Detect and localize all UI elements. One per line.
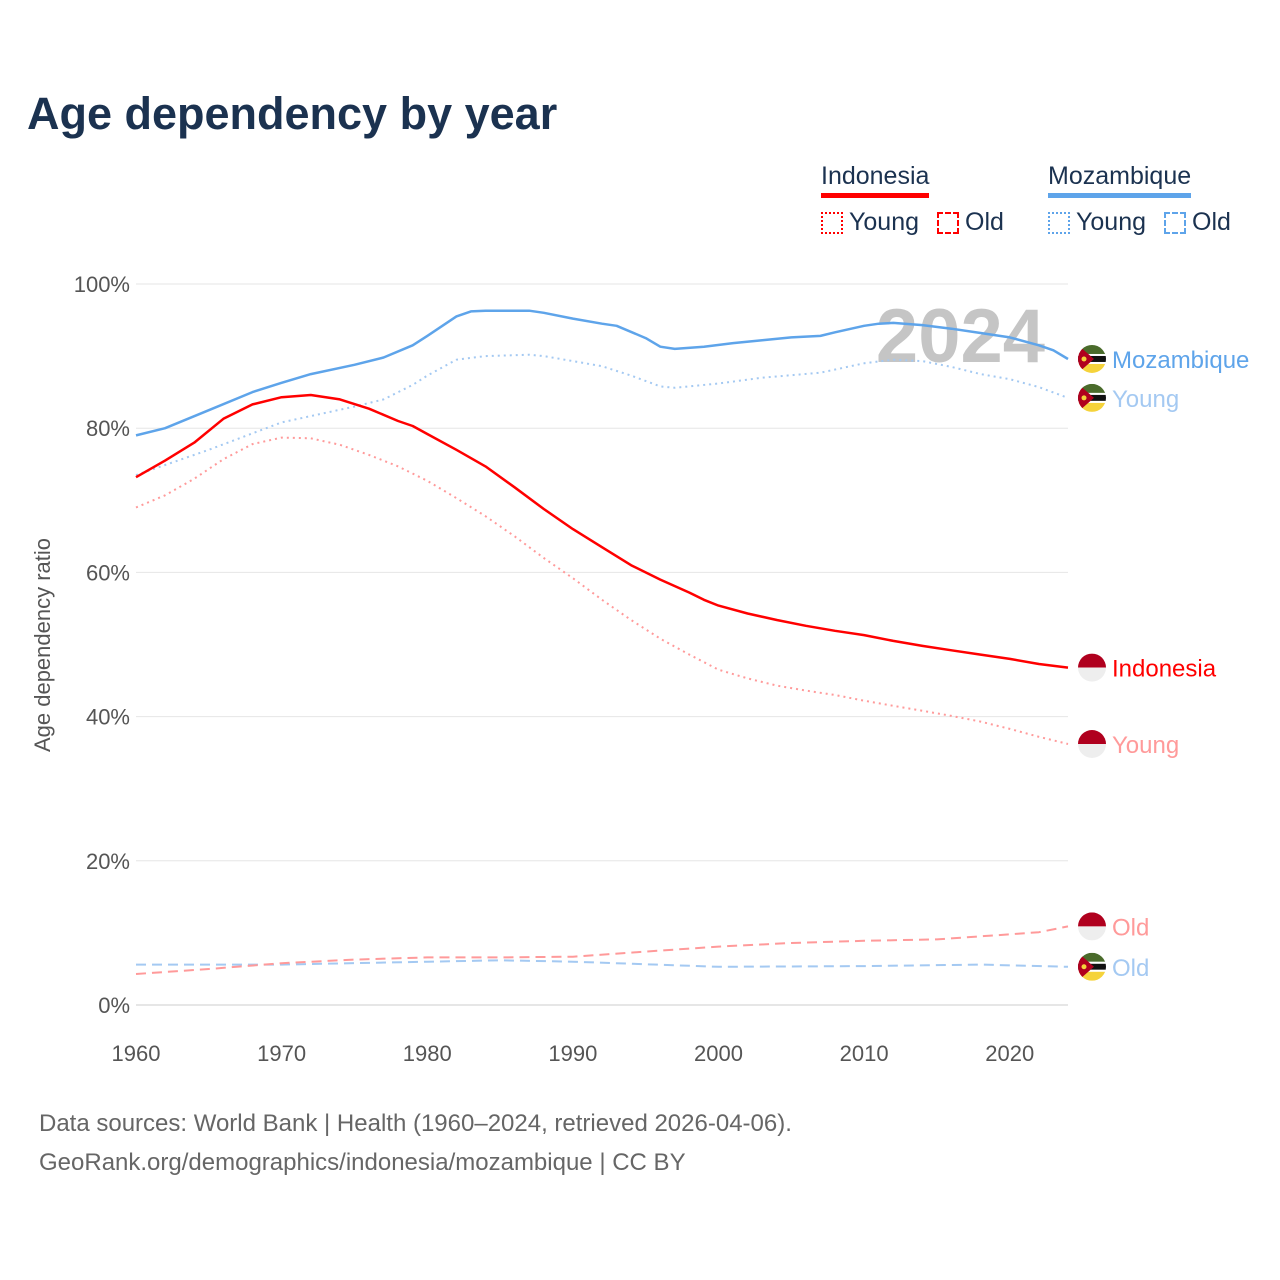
end-label: Young — [1112, 732, 1179, 759]
legend-old-swatch — [937, 211, 959, 234]
end-label: Young — [1112, 386, 1179, 413]
flag-band — [1078, 969, 1106, 972]
x-tick-label: 2000 — [694, 1041, 743, 1066]
flag-band — [1078, 353, 1106, 356]
flag-band — [1078, 961, 1106, 964]
x-tick-label: 1970 — [257, 1041, 306, 1066]
x-tick-label: 2020 — [985, 1041, 1034, 1066]
y-tick-label: 0% — [98, 993, 130, 1018]
flag-star — [1081, 964, 1087, 970]
flag-band — [1078, 400, 1106, 403]
flag-band — [1078, 344, 1106, 354]
legend-old-label: Old — [965, 208, 1004, 236]
x-tick-label: 1960 — [112, 1041, 161, 1066]
y-tick-label: 60% — [86, 560, 130, 585]
flag-white-band — [1078, 667, 1106, 682]
legend-old-swatch — [1164, 211, 1186, 234]
series-line-indonesia-young — [135, 436, 1069, 745]
flag-icon-mozambique — [1078, 344, 1106, 373]
flag-band — [1078, 383, 1106, 393]
series-line-indonesia-old — [135, 925, 1069, 975]
year-watermark: 2024 — [876, 294, 1045, 379]
flag-white-band — [1078, 926, 1106, 941]
flag-band — [1078, 402, 1106, 412]
flag-star — [1081, 356, 1087, 362]
legend-mozambique-label: Mozambique — [1048, 162, 1192, 198]
flag-band — [1078, 363, 1106, 373]
flag-band — [1078, 392, 1106, 395]
flag-white-band — [1078, 743, 1106, 758]
footer-link[interactable]: GeoRank.org/demographics/indonesia/mozam… — [39, 1149, 686, 1176]
end-label: Old — [1112, 914, 1149, 941]
legend-mozambique: Mozambique Young Old — [1048, 162, 1249, 237]
x-tick-label: 1990 — [548, 1041, 597, 1066]
x-tick-label: 1980 — [403, 1041, 452, 1066]
flag-icon-indonesia — [1078, 653, 1106, 682]
y-tick-label: 100% — [74, 272, 130, 297]
flag-red-band — [1078, 912, 1106, 927]
flag-band — [1078, 361, 1106, 364]
footer-source: Data sources: World Bank | Health (1960–… — [39, 1110, 792, 1137]
x-tick-label: 2010 — [840, 1041, 889, 1066]
series-line-indonesia — [135, 393, 1069, 669]
flag-red-band — [1078, 653, 1106, 668]
y-axis-label: Age dependency ratio — [30, 538, 55, 752]
flag-star — [1081, 395, 1087, 401]
flag-red-band — [1078, 729, 1106, 744]
y-tick-label: 20% — [86, 849, 130, 874]
legend-young-swatch — [821, 211, 843, 234]
series-line-mozambique-old — [136, 959, 1069, 968]
y-tick-label: 40% — [86, 705, 130, 730]
line-chart: 2024 1960 1970 1980 1990 2000 2010 2020 0% 20% 4… — [30, 272, 1249, 1066]
legend-young-swatch — [1048, 211, 1070, 234]
legend-indonesia-label: Indonesia — [821, 162, 930, 198]
flag-band — [1078, 952, 1106, 962]
legend-old-label: Old — [1192, 208, 1231, 236]
legend-young-label: Young — [849, 208, 919, 236]
end-label: Mozambique — [1112, 347, 1249, 374]
flag-icon-mozambique — [1078, 383, 1106, 412]
legend-indonesia: Indonesia Young Old — [821, 162, 1022, 237]
legend-young-label: Young — [1076, 208, 1146, 236]
y-tick-label: 80% — [86, 416, 130, 441]
series-line-mozambique — [135, 309, 1069, 437]
flag-icon-mozambique — [1078, 952, 1106, 981]
end-label: Indonesia — [1112, 656, 1217, 683]
chart-title: Age dependency by year — [27, 88, 558, 139]
end-label: Old — [1112, 955, 1149, 982]
series-line-mozambique-young — [135, 353, 1069, 477]
flag-band — [1078, 971, 1106, 981]
flag-icon-indonesia — [1078, 729, 1106, 758]
flag-icon-indonesia — [1078, 912, 1106, 941]
